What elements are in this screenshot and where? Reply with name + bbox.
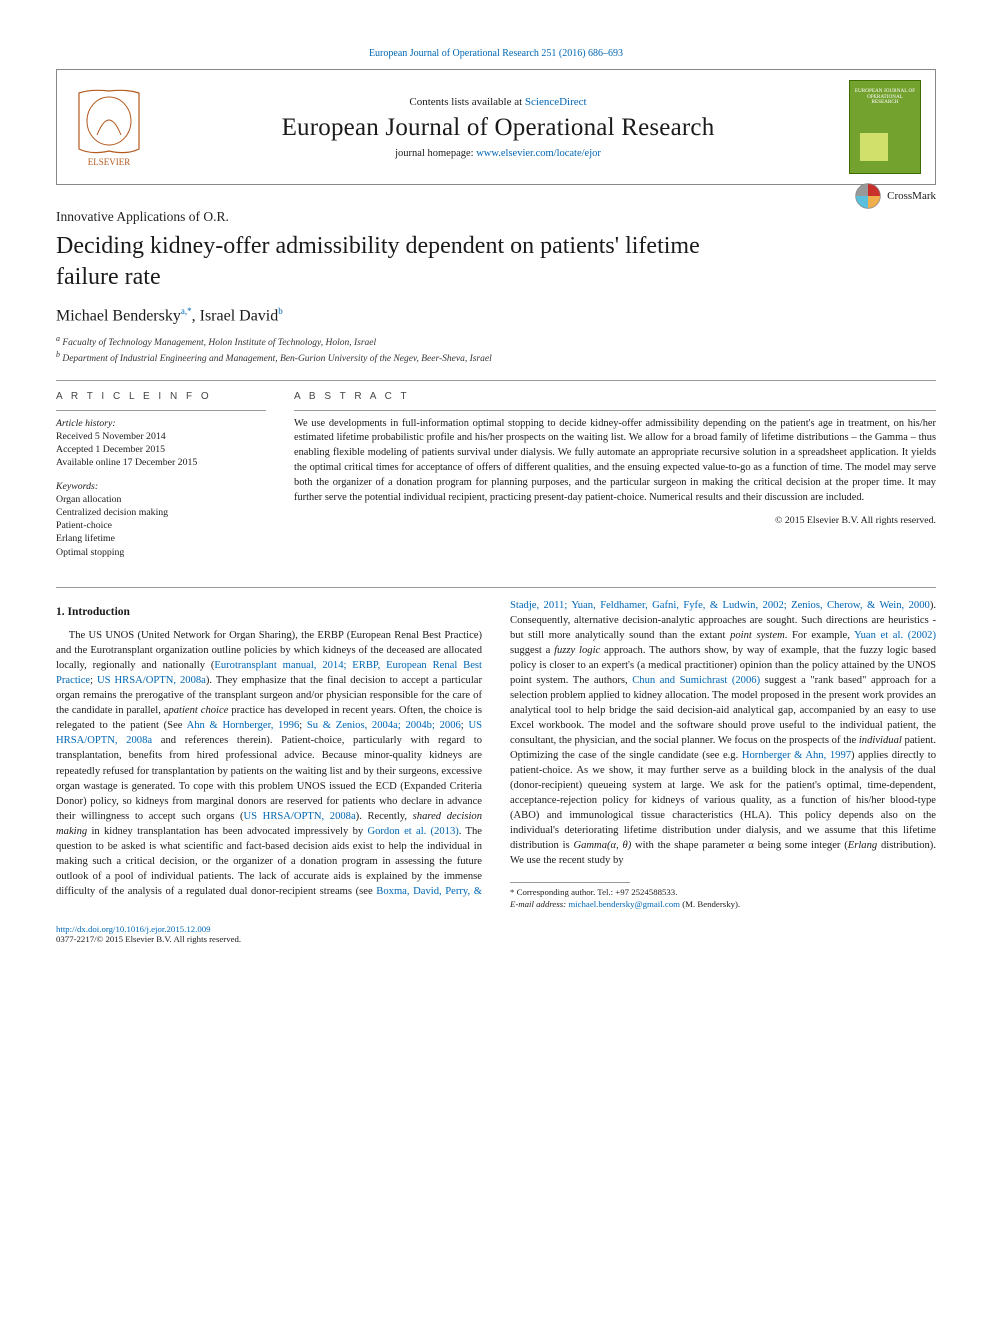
affiliation-b: b Department of Industrial Engineering a…: [56, 350, 936, 366]
article-body: 1. Introduction The US UNOS (United Netw…: [56, 598, 936, 910]
abstract-heading: A B S T R A C T: [294, 391, 936, 402]
keyword-item: Patient-choice: [56, 519, 266, 532]
author-1-affil-sup[interactable]: a,*: [181, 306, 192, 316]
journal-issue-link[interactable]: European Journal of Operational Research…: [369, 48, 623, 59]
keyword-item: Erlang lifetime: [56, 532, 266, 545]
email-label: E-mail address:: [510, 899, 568, 909]
issn-copyright: 0377-2217/© 2015 Elsevier B.V. All right…: [56, 934, 241, 944]
accepted-date: Accepted 1 December 2015: [56, 444, 165, 455]
citation-link[interactable]: Yuan et al. (2002): [854, 630, 936, 641]
article-info-heading: A R T I C L E I N F O: [56, 391, 266, 402]
crossmark-badge[interactable]: CrossMark: [855, 183, 936, 209]
abstract-bottom-divider: [56, 587, 936, 588]
svg-text:ELSEVIER: ELSEVIER: [88, 157, 131, 167]
abstract-divider: [294, 410, 936, 411]
journal-cover-thumbnail: EUROPEAN JOURNAL OF OPERATIONAL RESEARCH: [849, 80, 921, 174]
keywords-label: Keywords:: [56, 481, 98, 492]
affiliations: a Facualty of Technology Management, Hol…: [56, 334, 936, 366]
abstract-column: A B S T R A C T We use developments in f…: [294, 391, 936, 569]
info-divider: [56, 410, 266, 411]
contents-available-line: Contents lists available at ScienceDirec…: [165, 96, 831, 108]
doi-link[interactable]: http://dx.doi.org/10.1016/j.ejor.2015.12…: [56, 924, 211, 934]
author-2-affil-sup[interactable]: b: [278, 306, 283, 316]
intro-heading: 1. Introduction: [56, 604, 482, 620]
author-list: Michael Benderskya,*, Israel Davidb: [56, 306, 936, 325]
online-date: Available online 17 December 2015: [56, 457, 197, 468]
received-date: Received 5 November 2014: [56, 431, 166, 442]
affiliation-a: a Facualty of Technology Management, Hol…: [56, 334, 936, 350]
doi-copyright-block: http://dx.doi.org/10.1016/j.ejor.2015.12…: [56, 924, 936, 944]
author-2-name: Israel David: [200, 308, 279, 325]
article-title: Deciding kidney-offer admissibility depe…: [56, 231, 766, 292]
homepage-line: journal homepage: www.elsevier.com/locat…: [165, 148, 831, 159]
keywords-block: Keywords: Organ allocation Centralized d…: [56, 480, 266, 559]
citation-link[interactable]: Su & Zenios, 2004a; 2004b; 2006: [307, 720, 461, 731]
email-suffix: (M. Bendersky).: [680, 899, 740, 909]
journal-name: European Journal of Operational Research: [165, 114, 831, 142]
homepage-link[interactable]: www.elsevier.com/locate/ejor: [476, 148, 601, 159]
citation-link[interactable]: Hornberger & Ahn, 1997: [742, 750, 851, 761]
body-paragraph: The US UNOS (United Network for Organ Sh…: [56, 598, 936, 910]
citation-link[interactable]: Ahn & Hornberger, 1996: [187, 720, 300, 731]
crossmark-label: CrossMark: [887, 190, 936, 202]
contents-label: Contents lists available at: [409, 96, 524, 108]
cover-title-band: EUROPEAN JOURNAL OF OPERATIONAL RESEARCH: [854, 89, 916, 106]
citation-link[interactable]: Chun and Sumichrast (2006): [632, 675, 760, 686]
history-label: Article history:: [56, 418, 116, 429]
corresponding-author-footnote: * Corresponding author. Tel.: +97 252458…: [510, 887, 936, 910]
keyword-item: Centralized decision making: [56, 506, 266, 519]
sciencedirect-link[interactable]: ScienceDirect: [525, 96, 587, 108]
homepage-label: journal homepage:: [395, 148, 476, 159]
article-history-block: Article history: Received 5 November 201…: [56, 417, 266, 470]
corresponding-author-line: * Corresponding author. Tel.: +97 252458…: [510, 887, 936, 898]
abstract-text: We use developments in full-information …: [294, 417, 936, 506]
citation-link[interactable]: US HRSA/OPTN, 2008a: [244, 811, 356, 822]
article-section-header: Innovative Applications of O.R.: [56, 209, 936, 225]
elsevier-logo: ELSEVIER: [71, 85, 147, 169]
section-divider: [56, 380, 936, 381]
footnote-divider: [510, 882, 630, 883]
article-info-column: A R T I C L E I N F O Article history: R…: [56, 391, 266, 569]
author-1-name: Michael Bendersky: [56, 308, 181, 325]
journal-issue-header: European Journal of Operational Research…: [56, 48, 936, 59]
abstract-copyright: © 2015 Elsevier B.V. All rights reserved…: [294, 515, 936, 526]
author-email-link[interactable]: michael.bendersky@gmail.com: [568, 899, 680, 909]
citation-link[interactable]: Gordon et al. (2013): [367, 826, 458, 837]
keyword-item: Organ allocation: [56, 493, 266, 506]
citation-link[interactable]: US HRSA/OPTN, 2008a: [97, 675, 206, 686]
keyword-item: Optimal stopping: [56, 546, 266, 559]
journal-header-box: ELSEVIER Contents lists available at Sci…: [56, 69, 936, 185]
cover-accent-block: [860, 133, 888, 161]
